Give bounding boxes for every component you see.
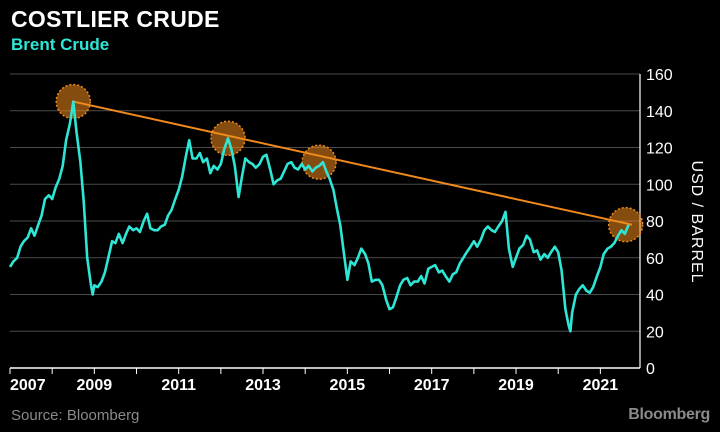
y-tick-label: 140: [646, 104, 673, 121]
peak-highlight: [607, 206, 644, 243]
peak-highlight: [301, 144, 337, 180]
x-tick-label: 2011: [161, 377, 196, 394]
source-note: Source: Bloomberg: [11, 407, 140, 424]
series-line-brent: [8, 100, 630, 333]
y-axis: 0 20 40 60 80 100 120 140 160: [646, 67, 673, 378]
bloomberg-logo: Bloomberg: [628, 406, 710, 423]
x-tick-label: 2021: [583, 377, 619, 394]
x-tick-label: 2013: [245, 377, 281, 394]
y-tick-label: 100: [646, 177, 673, 194]
x-tick-label: 2019: [498, 377, 534, 394]
y-tick-label: 160: [646, 67, 673, 84]
y-tick-label: 20: [646, 324, 664, 341]
y-axis-title: USD / BARREL: [688, 160, 705, 283]
chart-subtitle: Brent Crude: [11, 35, 110, 54]
x-tick-label: 2017: [414, 377, 450, 394]
x-tick-label: 2009: [77, 377, 113, 394]
y-tick-label: 80: [646, 214, 664, 231]
x-tick-label: 2015: [330, 377, 366, 394]
trendline-group: [73, 100, 633, 226]
grid-lines: [10, 73, 641, 369]
trendline: [73, 100, 633, 226]
y-tick-label: 0: [646, 361, 655, 378]
x-axis: 2007 2009 2011 2013 2015 2017 2019 2021: [9, 368, 619, 394]
chart-title: COSTLIER CRUDE: [11, 6, 220, 32]
y-tick-label: 60: [646, 251, 664, 268]
y-tick-label: 40: [646, 288, 664, 305]
y-tick-label: 120: [646, 141, 673, 158]
series-group: [8, 100, 630, 333]
x-tick-label: 2007: [10, 377, 46, 394]
